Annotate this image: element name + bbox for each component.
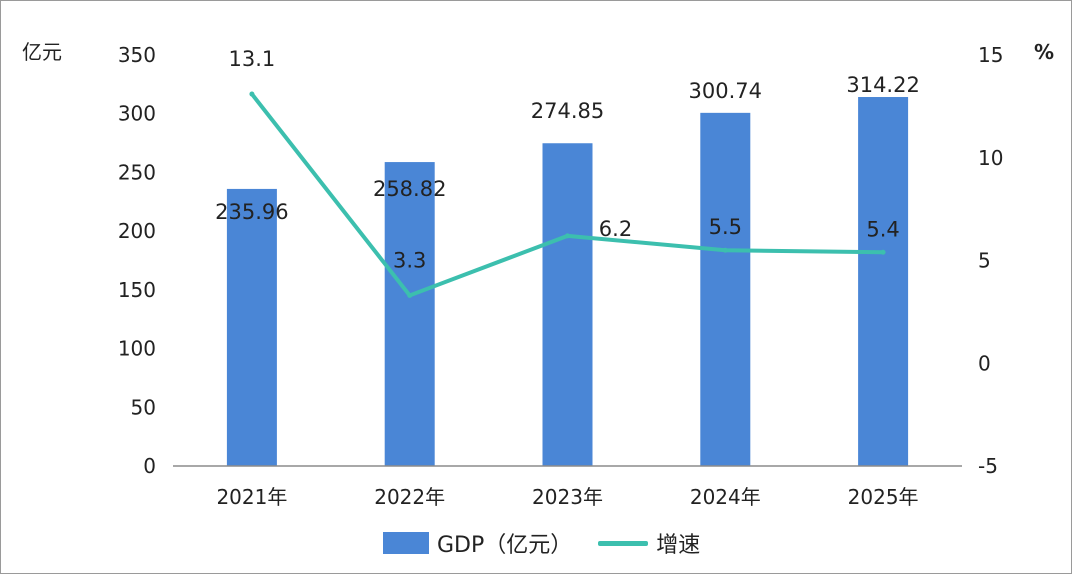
left-axis-tick-label: 150 [118,278,156,302]
right-axis-tick-label: 5 [978,249,991,273]
growth-data-label: 13.1 [229,47,276,71]
growth-data-label: 5.4 [866,217,899,241]
x-axis-tick-label: 2022年 [374,485,445,509]
gdp-bar [226,188,277,467]
left-axis-unit: 亿元 [22,40,62,64]
gdp-bar [384,162,435,467]
x-axis-tick-label: 2023年 [532,485,603,509]
left-axis-tick-label: 50 [131,395,156,419]
right-axis-tick-label: 0 [978,351,991,375]
gdp-bar [542,143,593,467]
left-axis-tick-label: 300 [118,102,156,126]
gdp-data-label: 300.74 [689,79,762,103]
gdp-bar [700,112,751,467]
legend-label-growth: 增速 [656,533,701,558]
left-axis-tick-label: 200 [118,219,156,243]
left-axis-tick-label: 100 [118,337,156,361]
right-axis-tick-label: 10 [978,146,1003,170]
gdp-bar [858,97,909,467]
right-axis-tick-label: 15 [978,43,1003,67]
legend-line-swatch [598,540,649,546]
growth-data-label: 6.2 [599,217,632,241]
gdp-data-label: 314.22 [846,73,919,97]
x-axis-tick-label: 2024年 [690,485,761,509]
gdp-data-label: 274.85 [531,99,604,123]
growth-point [249,91,255,97]
x-axis-tick-label: 2021年 [216,485,287,509]
legend-label-gdp: GDP（亿元） [437,533,573,558]
left-axis-tick-label: 250 [118,160,156,184]
right-axis-tick-label: -5 [978,454,998,478]
legend: GDP（亿元） 增速 [383,528,700,558]
growth-data-label: 3.3 [393,248,426,272]
growth-point [565,233,570,239]
legend-bar-swatch [383,532,429,554]
growth-data-label: 5.5 [709,215,742,239]
right-axis-unit: % [1034,40,1055,64]
left-axis-tick-label: 0 [143,454,156,478]
gdp-data-label: 258.82 [373,177,446,201]
growth-point [407,292,413,298]
growth-point [722,247,728,253]
growth-point [880,249,886,255]
gdp-data-label: 235.96 [215,200,288,224]
left-axis-tick-label: 350 [118,43,156,67]
x-axis-tick-label: 2025年 [848,485,919,509]
